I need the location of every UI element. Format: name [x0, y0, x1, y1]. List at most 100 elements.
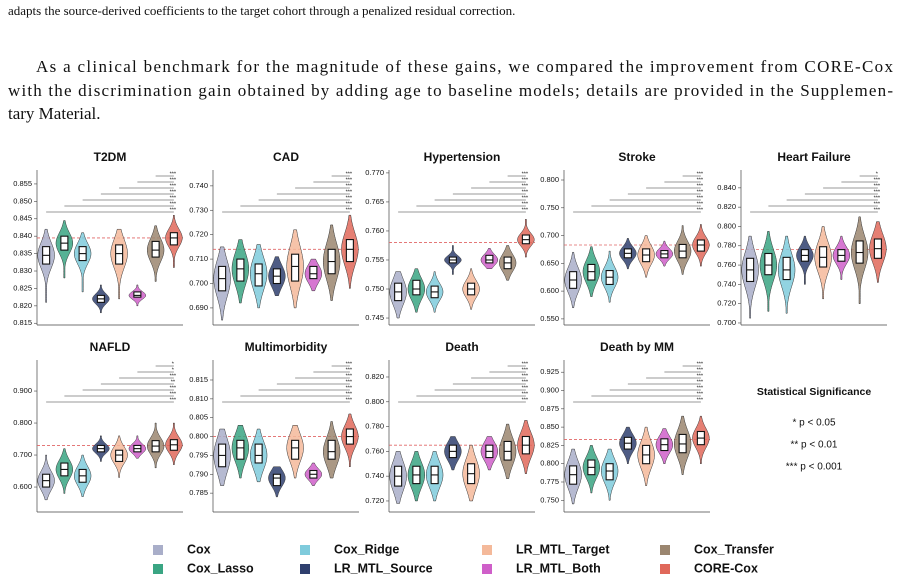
legend-swatch [660, 564, 670, 574]
legend-swatch [482, 545, 492, 555]
significance-label: ** [171, 379, 176, 385]
y-tick-label: 0.815 [13, 318, 32, 327]
significance-label: *** [346, 207, 353, 213]
legend-label: LR_MTL_Target [516, 542, 610, 556]
significance-label: *** [697, 183, 704, 189]
significance-label: *** [170, 207, 177, 213]
y-tick-label: 0.820 [13, 301, 32, 310]
significance-label: *** [522, 391, 529, 397]
significance-label: *** [522, 367, 529, 373]
significance-legend-entry: *** p < 0.001 [786, 462, 843, 473]
box [272, 473, 281, 487]
legend-label: Cox_Transfer [694, 542, 774, 556]
y-tick-label: 0.810 [189, 394, 208, 403]
significance-label: *** [697, 195, 704, 201]
significance-label: *** [522, 177, 529, 183]
y-tick-label: 0.770 [365, 168, 384, 177]
panel-title: Death by MM [600, 340, 674, 354]
significance-label: *** [522, 201, 529, 207]
y-tick-label: 0.785 [189, 488, 208, 497]
y-tick-label: 0.750 [540, 203, 559, 212]
panel-title: T2DM [94, 150, 127, 164]
significance-label: *** [346, 201, 353, 207]
box [764, 252, 773, 276]
significance-legend-entry: ** p < 0.01 [791, 440, 838, 451]
box [254, 263, 263, 287]
significance-label: *** [346, 379, 353, 385]
box [151, 240, 160, 258]
text-fragment: adapts the source-derived coefficients t… [8, 3, 515, 18]
box [587, 263, 596, 281]
significance-label: *** [170, 373, 177, 379]
significance-label: *** [697, 177, 704, 183]
legend-label: Cox [187, 542, 211, 556]
y-tick-label: 0.800 [540, 459, 559, 468]
significance-label: *** [522, 397, 529, 403]
significance-label: *** [697, 361, 704, 367]
significance-label: *** [346, 385, 353, 391]
legend-label: CORE-Cox [694, 561, 758, 575]
y-tick-label: 0.855 [13, 179, 32, 188]
y-tick-label: 0.700 [717, 318, 736, 327]
y-tick-label: 0.835 [13, 249, 32, 258]
y-tick-label: 0.750 [540, 495, 559, 504]
box [696, 239, 705, 252]
y-tick-label: 0.800 [365, 397, 384, 406]
y-tick-label: 0.875 [540, 404, 559, 413]
y-tick-label: 0.600 [13, 482, 32, 491]
significance-label: *** [170, 397, 177, 403]
significance-label: *** [346, 177, 353, 183]
y-tick-label: 0.805 [189, 413, 208, 422]
y-tick-label: 0.700 [13, 450, 32, 459]
significance-label: *** [874, 207, 881, 213]
box [309, 265, 318, 280]
significance-label: *** [170, 189, 177, 195]
y-tick-label: 0.850 [540, 422, 559, 431]
box [345, 239, 354, 263]
significance-label: *** [170, 195, 177, 201]
significance-label: *** [697, 201, 704, 207]
paragraph-line: with the discrimination gain obtained by… [8, 81, 893, 100]
y-tick-label: 0.720 [717, 299, 736, 308]
violin [37, 228, 55, 303]
box [133, 291, 142, 298]
legend-swatch [660, 545, 670, 555]
significance-label: *** [697, 189, 704, 195]
y-tick-label: 0.840 [717, 183, 736, 192]
significance-label: *** [697, 391, 704, 397]
significance-label: *** [346, 183, 353, 189]
legend-label: Cox_Lasso [187, 561, 254, 575]
y-tick-label: 0.900 [13, 386, 32, 395]
y-tick-label: 0.820 [365, 372, 384, 381]
y-tick-label: 0.800 [717, 221, 736, 230]
y-tick-label: 0.900 [540, 386, 559, 395]
y-tick-label: 0.720 [365, 496, 384, 505]
significance-label: *** [874, 183, 881, 189]
y-tick-label: 0.780 [717, 241, 736, 250]
paragraph-line: As a clinical benchmark for the magnitud… [36, 57, 894, 76]
significance-label: *** [522, 195, 529, 201]
y-tick-label: 0.800 [189, 432, 208, 441]
significance-label: *** [697, 373, 704, 379]
significance-label: *** [697, 367, 704, 373]
significance-label: *** [874, 189, 881, 195]
significance-label: *** [522, 183, 529, 189]
box [503, 440, 512, 461]
box [115, 244, 124, 265]
significance-label: *** [522, 189, 529, 195]
significance-label: *** [697, 171, 704, 177]
significance-label: *** [170, 391, 177, 397]
y-tick-label: 0.700 [540, 231, 559, 240]
significance-label: *** [697, 379, 704, 385]
significance-legend-title: Statistical Significance [757, 386, 872, 398]
legend-label: LR_MTL_Source [334, 561, 433, 575]
y-tick-label: 0.925 [540, 367, 559, 376]
y-tick-label: 0.780 [365, 422, 384, 431]
significance-label: *** [697, 385, 704, 391]
panel-title: Heart Failure [777, 150, 851, 164]
y-tick-label: 0.850 [13, 196, 32, 205]
panel-title: Hypertension [424, 150, 501, 164]
y-tick-label: 0.800 [540, 175, 559, 184]
box [115, 449, 124, 462]
